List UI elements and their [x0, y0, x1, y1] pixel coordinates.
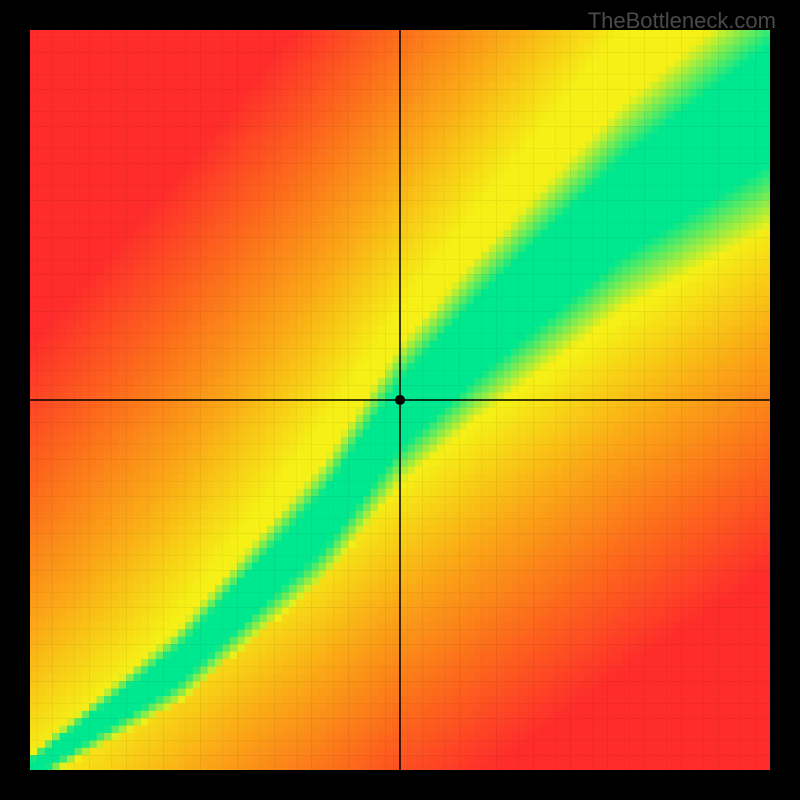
watermark-text: TheBottleneck.com: [588, 8, 776, 34]
heatmap-chart: [30, 30, 770, 770]
heatmap-canvas: [30, 30, 770, 770]
